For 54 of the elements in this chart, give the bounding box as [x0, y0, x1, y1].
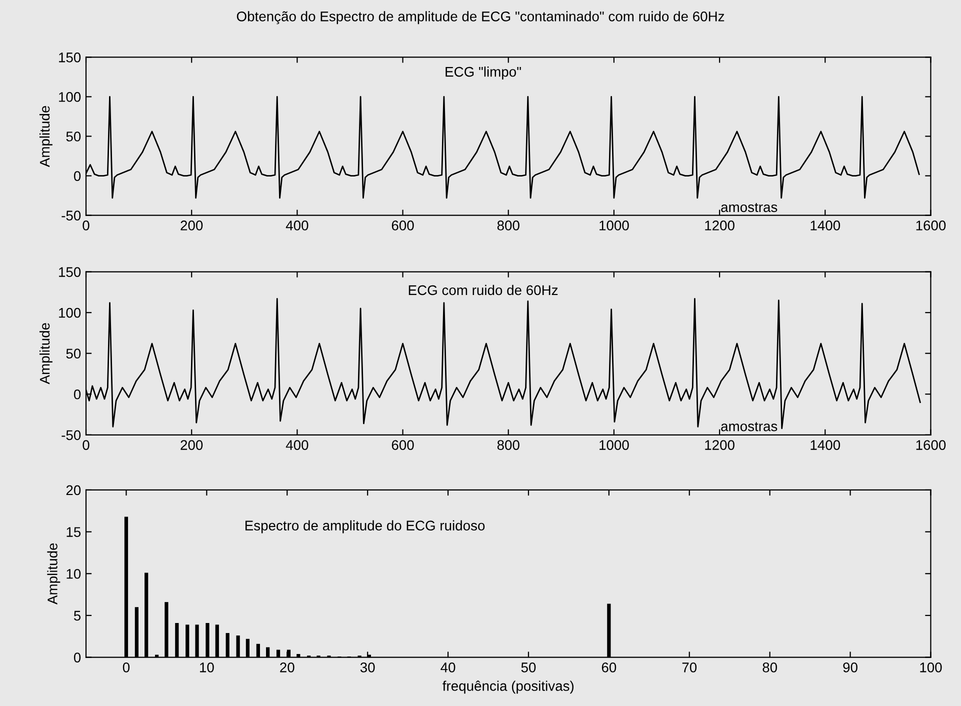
- x-tick-label: 1200: [705, 440, 734, 450]
- y-axis-title: Amplitude: [39, 106, 52, 168]
- x-tick-label: 60: [602, 662, 616, 672]
- x-tick-label: 800: [497, 440, 520, 450]
- x-tick-label: 800: [497, 220, 520, 230]
- y-tick-label: 100: [59, 92, 81, 102]
- x-axis-title: amostras: [721, 422, 778, 432]
- x-tick-label: 40: [440, 662, 456, 672]
- annotation: ECG com ruido de 60Hz: [408, 284, 558, 296]
- y-tick-label: 0: [74, 389, 81, 400]
- x-tick-label: 200: [180, 220, 203, 230]
- x-tick-label: 400: [286, 440, 308, 450]
- x-tick-label: 1200: [705, 220, 734, 230]
- annotation: ECG "limpo": [446, 66, 521, 80]
- x-tick-label: 200: [180, 440, 203, 450]
- y-tick-label: 0: [74, 652, 81, 662]
- x-axis-title: frequência (positivas): [442, 680, 574, 694]
- chart-title: Obtenção do Espectro de amplitude de ECG "contaminado" com ruido de 60Hz: [236, 11, 724, 24]
- x-tick-label: 0: [82, 220, 90, 230]
- x-tick-label: 1400: [810, 220, 840, 230]
- x-tick-label: 20: [280, 662, 294, 672]
- y-tick-label: 15: [66, 527, 81, 537]
- x-tick-label: 0: [82, 440, 90, 450]
- x-tick-label: 1600: [916, 440, 946, 450]
- x-tick-label: 50: [521, 662, 536, 672]
- y-tick-label: 150: [59, 52, 81, 62]
- x-tick-label: 1000: [600, 220, 629, 230]
- y-tick-label: 20: [66, 485, 81, 496]
- y-axis-title: Amplitude: [39, 323, 52, 384]
- x-tick-label: 90: [843, 662, 858, 672]
- x-tick-label: 600: [392, 440, 414, 450]
- x-tick-label: 10: [200, 662, 214, 672]
- annotation: Espectro de amplitude do ECG ruidoso: [245, 520, 485, 534]
- x-tick-label: 0: [122, 662, 130, 672]
- y-tick-label: 50: [66, 132, 81, 142]
- y-tick-label: 10: [66, 568, 81, 579]
- x-tick-label: 70: [682, 662, 697, 672]
- y-tick-label: 100: [59, 308, 81, 318]
- x-tick-label: 600: [392, 220, 414, 230]
- x-tick-label: 1400: [810, 440, 840, 450]
- y-tick-label: 50: [66, 348, 81, 359]
- x-tick-label: 80: [762, 662, 778, 672]
- y-tick-label: 150: [59, 267, 81, 277]
- y-tick-label: 0: [74, 171, 81, 181]
- x-tick-label: 1000: [600, 440, 629, 450]
- x-axis-title: amostras: [721, 202, 778, 212]
- y-tick-label: -50: [62, 430, 81, 440]
- x-tick-label: 100: [920, 662, 942, 672]
- x-tick-label: 1600: [916, 220, 946, 230]
- y-tick-label: 5: [74, 610, 81, 621]
- x-tick-label: 400: [286, 220, 308, 230]
- x-tick-label: 30: [360, 662, 375, 672]
- y-axis-title: Amplitude: [47, 543, 60, 604]
- y-tick-label: -50: [62, 210, 81, 220]
